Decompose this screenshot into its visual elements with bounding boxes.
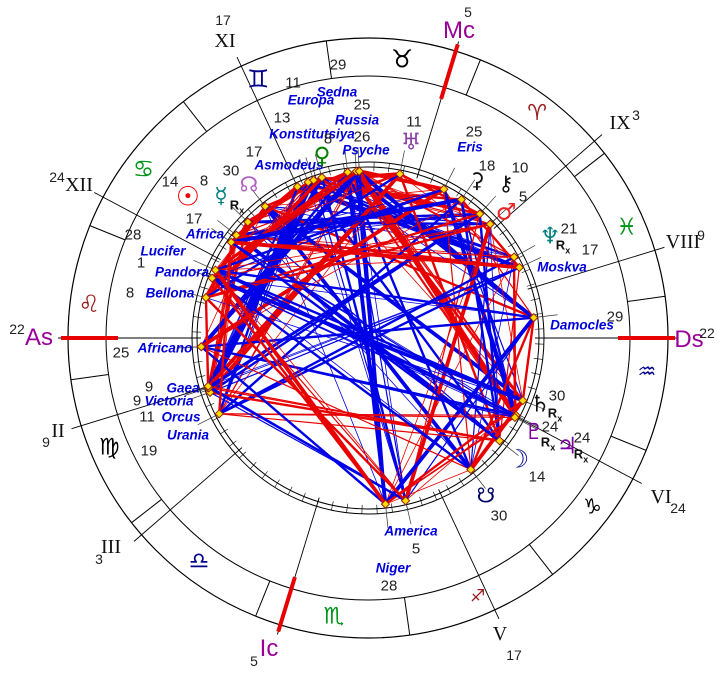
body-marker-sun: [231, 230, 242, 240]
body-marker-moskva: [514, 262, 525, 273]
body-marker-niger: [380, 499, 391, 509]
body-marker-venus: [317, 172, 327, 183]
body-marker-south-node: [466, 464, 476, 475]
body-marker-chiron: [475, 209, 485, 219]
body-marker-damocles: [529, 312, 539, 323]
sign-boundaries: [70, 40, 666, 636]
body-marker-neptune: [509, 252, 519, 262]
body-marker-america: [400, 496, 411, 506]
angle-axis-marks: [61, 43, 675, 633]
body-marker-africa: [226, 237, 236, 247]
body-marker-mercury: [243, 217, 253, 227]
body-marker-saturn: [518, 395, 528, 406]
body-marker-north-node: [260, 201, 270, 212]
aspect-lines: [199, 169, 536, 506]
body-markers: [196, 166, 539, 509]
body-marker-uranus: [395, 169, 405, 179]
body-marker-pandora: [207, 273, 217, 283]
body-marker-jupiter: [510, 412, 520, 423]
body-marker-lucifer: [210, 265, 221, 275]
body-marker-urania: [214, 409, 224, 419]
body-marker-africano: [196, 342, 206, 352]
body-marker-eris: [439, 184, 449, 194]
body-marker-europa: [308, 175, 319, 185]
body-marker-bellona: [201, 292, 211, 303]
body-pointer-lines: [177, 147, 558, 528]
body-marker-sedna: [342, 167, 353, 177]
body-marker-gaea: [203, 381, 213, 391]
body-marker-ceres: [456, 194, 467, 205]
body-marker-asmodeus: [292, 181, 303, 192]
body-marker-russia: [354, 166, 364, 176]
body-marker-moon: [494, 436, 505, 446]
body-marker-mars: [485, 219, 495, 229]
